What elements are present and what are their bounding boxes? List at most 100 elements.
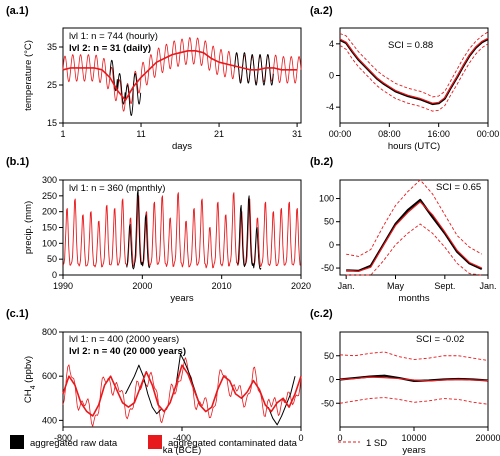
x-tick-label-c2: 10000	[401, 433, 426, 443]
annotation-a1: lvl 1: n = 744 (hourly)	[69, 31, 158, 42]
y-tick-label-b1: 100	[42, 238, 57, 248]
series-line-raw-lvl1	[267, 376, 296, 426]
x-tick-label-a1: 1	[60, 129, 65, 139]
series-line-contaminated	[339, 376, 489, 382]
y-tick-label-c2: -50	[321, 398, 334, 408]
x-tick-label-a2: 16:00	[427, 129, 450, 139]
annotation-a2: SCI = 0.88	[388, 40, 433, 51]
panel-b1: (b.1) 1990 2000 2010 2020 0 50 100 150 200 250 300 y…	[6, 156, 311, 304]
y-axis-label-a1: temperature (°C)	[23, 40, 34, 111]
series-line-raw-monthly	[126, 189, 151, 270]
series-line-raw-hourly	[234, 52, 274, 86]
y-tick-label-a2: 0	[329, 71, 334, 81]
x-tick-label-c2: 20000	[475, 433, 500, 443]
y-tick-label-b2: 0	[329, 240, 334, 250]
plot-frame-b2	[339, 179, 489, 276]
x-tick-label-a2: 00:00	[329, 129, 352, 139]
x-tick-label-b1: 2020	[291, 281, 311, 291]
y-tick-label-c2: 50	[324, 351, 334, 361]
x-tick-label-a1: 31	[292, 129, 302, 139]
legend: aggregated raw data aggregated contamina…	[10, 435, 387, 449]
y-tick-label-b1: 50	[47, 254, 57, 264]
series-line-sd	[339, 351, 489, 361]
x-tick-label-b2: Sept.	[434, 281, 455, 291]
annotation-a1: lvl 2: n = 31 (daily)	[69, 43, 151, 54]
x-tick-label-b1: 1990	[53, 281, 73, 291]
panel-c2: (c.2) 0 10000 20000 -50 0 50 years SCI = -0.02	[310, 308, 500, 456]
series-line-raw-lvl1	[125, 364, 162, 415]
annotation-b1: lvl 1: n = 360 (monthly)	[69, 183, 165, 194]
panel-c1: (c.1) -800 -400 0 400 600 800 ka (BCE) CH4 (ppbv…	[6, 308, 304, 456]
series-line-contaminated-lvl1	[62, 357, 302, 427]
legend-swatch-raw	[10, 435, 24, 449]
panel-label-a1: (a.1)	[6, 5, 29, 17]
x-tick-label-a2: 08:00	[378, 129, 401, 139]
series-line-contaminated	[346, 201, 483, 272]
x-axis-label-c1: ka (BCE)	[163, 445, 202, 456]
x-axis-label-b1: years	[170, 293, 193, 304]
x-tick-label-b2: Jan.	[338, 281, 355, 291]
panel-label-b2: (b.2)	[310, 156, 334, 168]
legend-label-contaminated: aggregated contaminated data	[168, 438, 298, 449]
panel-label-c1: (c.1)	[6, 308, 29, 320]
x-tick-label-b2: May	[387, 281, 405, 291]
panel-b2: (b.2) Jan. May Sept. Jan. -50 0 50 100 months SCI …	[310, 156, 497, 304]
x-tick-label-a2: 00:00	[477, 129, 500, 139]
y-tick-label-a1: 15	[47, 118, 57, 128]
series-line-contaminated	[339, 37, 489, 104]
panel-label-c2: (c.2)	[310, 308, 333, 320]
x-axis-label-c2: years	[402, 445, 425, 456]
x-axis-label-a2: hours (UTC)	[388, 141, 440, 152]
y-tick-label-a1: 35	[47, 42, 57, 52]
y-tick-label-b1: 300	[42, 175, 57, 185]
y-tick-label-b1: 250	[42, 191, 57, 201]
y-tick-label-a2: -4	[326, 102, 334, 112]
y-tick-label-b2: 50	[324, 217, 334, 227]
panel-label-b1: (b.1)	[6, 156, 30, 168]
x-tick-label-b1: 2000	[132, 281, 152, 291]
y-tick-label-b1: 150	[42, 223, 57, 233]
series-line-raw-hourly	[109, 59, 142, 116]
series-line-contaminated-daily	[62, 49, 298, 101]
x-tick-label-c2: 0	[337, 433, 342, 443]
x-axis-label-b2: months	[398, 293, 429, 304]
x-tick-label-b2: Jan.	[479, 281, 496, 291]
y-tick-label-a1: 25	[47, 80, 57, 90]
y-tick-label-c1: 400	[42, 415, 57, 425]
legend-swatch-contaminated	[148, 435, 162, 449]
y-tick-label-a2: 4	[329, 39, 334, 49]
annotation-c2: SCI = -0.02	[416, 334, 464, 345]
y-tick-label-b2: 100	[319, 194, 334, 204]
series-line-sd	[339, 43, 489, 112]
x-tick-label-c1: -800	[54, 433, 72, 443]
legend-label-raw: aggregated raw data	[30, 438, 118, 449]
x-tick-label-a1: 21	[214, 129, 224, 139]
series-line-sd	[339, 31, 489, 98]
y-axis-label-b1: precip. (mm)	[23, 201, 34, 254]
series-line-contaminated-monthly	[62, 192, 301, 269]
series-line-sd	[346, 223, 482, 276]
annotation-c1: lvl 1: n = 400 (2000 years)	[69, 334, 179, 345]
x-tick-label-b1: 2010	[212, 281, 232, 291]
series-line-raw-monthly	[237, 195, 262, 270]
x-tick-label-c1: -400	[173, 433, 191, 443]
x-tick-label-a1: 11	[136, 129, 145, 139]
y-tick-label-c1: 800	[42, 327, 57, 337]
annotation-b2: SCI = 0.65	[436, 182, 481, 193]
series-line-sd	[339, 397, 489, 405]
plot-frame-b1	[62, 179, 302, 276]
legend-label-sd: 1 SD	[366, 438, 387, 449]
x-axis-label-a1: days	[172, 141, 192, 152]
plot-frame-a1	[62, 27, 302, 124]
annotation-c1: lvl 2: n = 40 (20 000 years)	[69, 346, 186, 357]
y-tick-label-c2: 0	[329, 375, 334, 385]
panel-label-a2: (a.2)	[310, 5, 333, 17]
series-line-raw	[346, 198, 483, 272]
series-line-sd	[346, 179, 483, 257]
y-tick-label-b1: 200	[42, 207, 57, 217]
series-line-contaminated-lvl2	[62, 364, 302, 417]
y-tick-label-c1: 600	[42, 371, 57, 381]
